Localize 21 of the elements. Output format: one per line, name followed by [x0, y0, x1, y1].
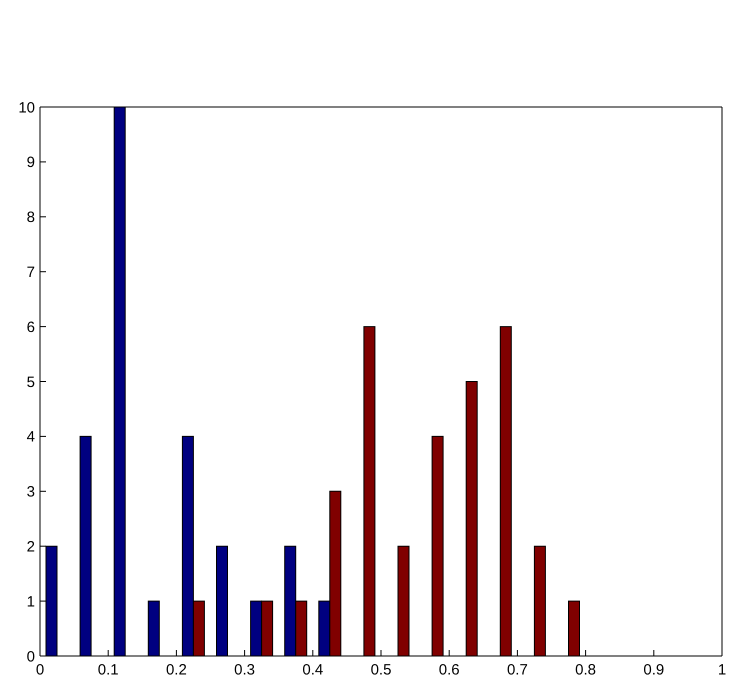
- y-tick-label: 0: [26, 648, 35, 666]
- y-tick-label: 1: [26, 593, 35, 610]
- y-tick-label: 10: [18, 99, 35, 116]
- x-tick-label: 0.5: [370, 662, 392, 679]
- x-tick-label: 0.6: [438, 662, 460, 679]
- y-tick-label: 4: [26, 428, 35, 446]
- x-tick-label: 0.9: [643, 662, 664, 679]
- x-tick-label: 0.1: [98, 662, 119, 679]
- y-tick-label: 7: [26, 264, 35, 282]
- x-tick-label: 0.7: [506, 662, 528, 679]
- x-tick-label: 1: [718, 662, 726, 679]
- y-tick-label: 5: [26, 374, 35, 391]
- x-tick-label: 0.8: [575, 662, 596, 679]
- y-tick-label: 6: [26, 318, 35, 336]
- x-tick-label: 0.3: [234, 662, 256, 679]
- y-tick-label: 9: [26, 154, 35, 172]
- x-tick-label: 0.2: [166, 662, 187, 679]
- y-tick-label: 2: [26, 538, 35, 556]
- y-tick-label: 8: [26, 209, 35, 226]
- x-tick-label: 0.4: [302, 662, 324, 679]
- y-tick-label: 3: [26, 484, 35, 501]
